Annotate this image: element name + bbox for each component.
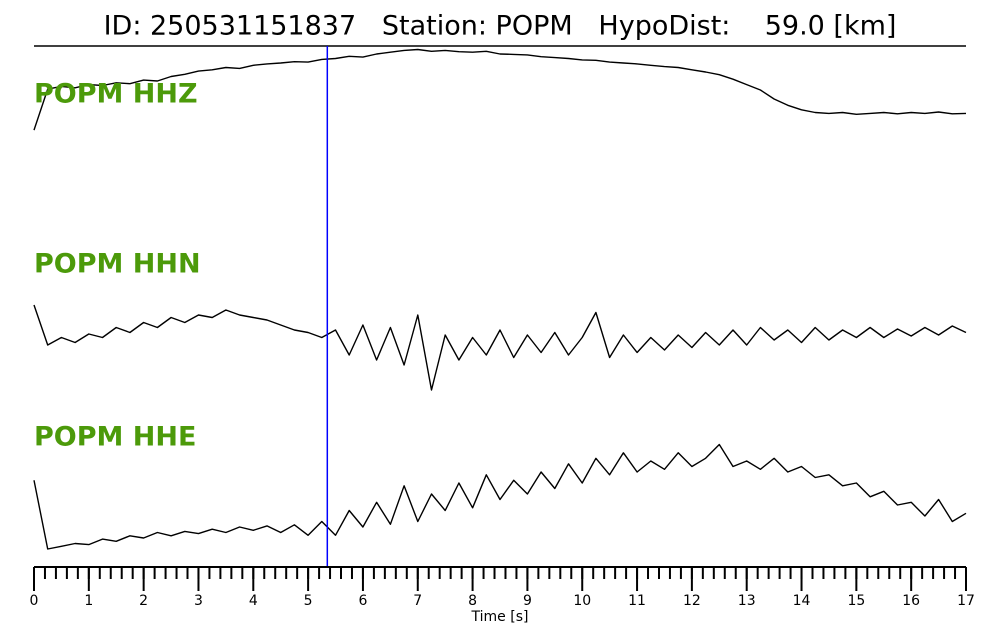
chart-title: ID: 250531151837 Station: POPM HypoDist:… [104,11,897,42]
trace [33,48,967,131]
x-tick-label: 2 [139,593,148,609]
x-tick-label: 12 [683,593,701,609]
x-axis-label: Time [s] [471,609,529,625]
trace [33,304,967,391]
x-tick-label: 17 [957,593,975,609]
x-tick-label: 7 [413,593,422,609]
x-tick-label: 15 [847,593,865,609]
x-tick-label: 0 [30,593,39,609]
x-tick-label: 16 [902,593,920,609]
trace-label: POPM HHN [34,249,201,280]
x-tick-label: 1 [84,593,93,609]
x-tick-label: 10 [573,593,591,609]
x-tick-label: 11 [628,593,646,609]
trace-label: POPM HHE [34,422,196,453]
x-tick-label: 13 [738,593,756,609]
x-tick-label: 14 [793,593,811,609]
x-tick-label: 9 [523,593,532,609]
x-tick-label: 4 [249,593,258,609]
x-tick-label: 5 [304,593,313,609]
trace-label: POPM HHZ [34,79,198,110]
x-tick-label: 8 [468,593,477,609]
x-tick-label: 6 [358,593,367,609]
x-tick-label: 3 [194,593,203,609]
trace [33,443,967,550]
